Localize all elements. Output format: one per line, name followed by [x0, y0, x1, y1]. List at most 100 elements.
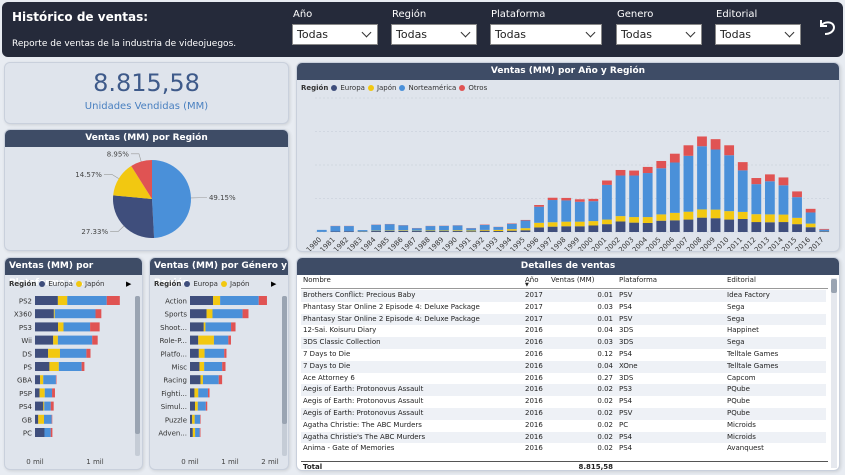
bar-2015-otros[interactable]: [792, 191, 802, 198]
bar-gba-norteamerica[interactable]: [43, 375, 56, 385]
pie-slice-otros[interactable]: [131, 160, 152, 199]
bar-1991-norteamerica[interactable]: [466, 228, 477, 231]
bar-2003-japon[interactable]: [629, 217, 639, 223]
bar-1994-europa[interactable]: [507, 230, 517, 232]
bar-2014-europa[interactable]: [778, 222, 789, 232]
bar-simul-otros[interactable]: [205, 401, 208, 411]
bar-simul-japon[interactable]: [195, 401, 198, 411]
bar-1986-norteamerica[interactable]: [398, 225, 409, 231]
table-row[interactable]: Phantasy Star Online 2 Episode 4: Deluxe…: [301, 313, 826, 326]
bar-2015-japon[interactable]: [792, 217, 802, 225]
bar-role-p-japon[interactable]: [198, 335, 214, 345]
bar-misc-otros[interactable]: [222, 362, 226, 371]
bar-2017-norteamerica[interactable]: [819, 229, 830, 232]
bar-2007-norteamerica[interactable]: [683, 155, 694, 212]
bar-2003-europa[interactable]: [629, 222, 639, 232]
bar-action-otros[interactable]: [258, 296, 267, 305]
bar-2002-japon[interactable]: [615, 216, 626, 222]
table-row[interactable]: Aegis of Earth: Protonovus Assault 2016 0.…: [301, 408, 826, 420]
bar-ps-europa[interactable]: [35, 362, 50, 371]
platform-scrollbar-thumb[interactable]: [135, 296, 140, 434]
table-row[interactable]: Aegis of Earth: Protonovus Assault 2016 0.…: [301, 384, 826, 397]
bar-puzzle-japon[interactable]: [192, 414, 195, 424]
bar-1990-norteamerica[interactable]: [452, 225, 463, 231]
bar-1994-norteamerica[interactable]: [507, 223, 517, 230]
bar-2004-japon[interactable]: [642, 217, 653, 224]
bar-1992-japon[interactable]: [479, 229, 490, 231]
bar-2007-otros[interactable]: [683, 145, 694, 156]
bar-racing-europa[interactable]: [190, 375, 201, 385]
bar-2010-otros[interactable]: [724, 145, 735, 156]
bar-2010-europa[interactable]: [724, 219, 735, 232]
bar-2004-otros[interactable]: [642, 166, 653, 174]
bar-1996-europa[interactable]: [534, 227, 544, 232]
bar-2001-norteamerica[interactable]: [602, 184, 612, 220]
pie-slice-japon[interactable]: [113, 166, 152, 199]
bar-2000-japon[interactable]: [588, 221, 599, 226]
bar-platfo-japon[interactable]: [198, 348, 205, 358]
bar-2011-norteamerica[interactable]: [737, 170, 748, 212]
bar-2005-norteamerica[interactable]: [656, 168, 667, 215]
bar-2016-europa[interactable]: [805, 227, 816, 232]
bar-ps2-japon[interactable]: [57, 296, 68, 305]
bar-2009-japon[interactable]: [710, 209, 721, 219]
bar-2012-otros[interactable]: [751, 178, 762, 185]
bar-shoot-japon[interactable]: [203, 322, 206, 332]
bar-1998-europa[interactable]: [561, 226, 572, 232]
bar-1997-otros[interactable]: [547, 197, 558, 201]
genre-scrollbar[interactable]: [282, 296, 287, 456]
bar-psp-europa[interactable]: [35, 388, 40, 398]
bar-2015-europa[interactable]: [792, 224, 802, 232]
bar-1997-norteamerica[interactable]: [547, 200, 558, 223]
table-row[interactable]: Phantasy Star Online 2 Episode 4: Deluxe…: [301, 301, 826, 314]
bar-1998-otros[interactable]: [561, 197, 572, 201]
bar-ps-norteamerica[interactable]: [58, 362, 82, 371]
bar-2006-norteamerica[interactable]: [669, 162, 680, 213]
bar-2005-otros[interactable]: [656, 160, 667, 169]
bar-pc-europa[interactable]: [35, 428, 45, 437]
bar-2008-norteamerica[interactable]: [697, 146, 707, 210]
bar-2006-japon[interactable]: [669, 212, 680, 221]
bar-2016-otros[interactable]: [805, 208, 816, 213]
bar-2005-japon[interactable]: [656, 214, 667, 221]
bar-2008-japon[interactable]: [697, 209, 707, 218]
bar-ps3-otros[interactable]: [90, 322, 100, 332]
bar-1996-norteamerica[interactable]: [534, 206, 544, 223]
bar-2017-otros[interactable]: [819, 228, 830, 230]
bar-psp-norteamerica[interactable]: [44, 388, 53, 398]
bar-fighti-japon[interactable]: [194, 388, 199, 398]
bar-2004-norteamerica[interactable]: [642, 173, 653, 218]
bar-2002-norteamerica[interactable]: [615, 175, 626, 217]
col-header-anio[interactable]: Año: [525, 276, 539, 284]
bar-1996-japon[interactable]: [534, 222, 544, 228]
bar-ps3-norteamerica[interactable]: [63, 322, 91, 332]
bar-1995-japon[interactable]: [520, 228, 531, 231]
bar-adven-otros[interactable]: [199, 428, 201, 437]
bar-1999-otros[interactable]: [574, 199, 585, 202]
bar-gb-otros[interactable]: [51, 414, 53, 424]
bar-1997-japon[interactable]: [547, 222, 558, 227]
bar-1990-japon[interactable]: [452, 230, 463, 232]
bar-1999-europa[interactable]: [574, 226, 585, 232]
bar-fighti-europa[interactable]: [190, 388, 195, 398]
bar-action-norteamerica[interactable]: [220, 296, 259, 305]
bar-role-p-europa[interactable]: [190, 335, 199, 345]
bar-ps2-europa[interactable]: [35, 296, 58, 305]
bar-2011-europa[interactable]: [737, 218, 748, 232]
bar-1994-japon[interactable]: [507, 229, 517, 231]
bar-1987-norteamerica[interactable]: [411, 228, 422, 231]
bar-action-japon[interactable]: [213, 296, 221, 305]
bar-2008-europa[interactable]: [697, 217, 707, 232]
bar-ds-norteamerica[interactable]: [59, 348, 87, 358]
bar-2003-otros[interactable]: [629, 170, 639, 176]
bar-ps3-japon[interactable]: [58, 322, 64, 332]
bar-psp-japon[interactable]: [39, 388, 45, 398]
bar-1986-japon[interactable]: [398, 230, 409, 231]
bar-gba-japon[interactable]: [40, 375, 44, 385]
bar-2013-norteamerica[interactable]: [765, 181, 775, 215]
bar-fighti-otros[interactable]: [207, 388, 210, 398]
bar-pc-otros[interactable]: [50, 428, 53, 437]
bar-2010-japon[interactable]: [724, 211, 735, 220]
bar-1982-norteamerica[interactable]: [344, 226, 354, 232]
bar-wii-japon[interactable]: [53, 335, 58, 345]
